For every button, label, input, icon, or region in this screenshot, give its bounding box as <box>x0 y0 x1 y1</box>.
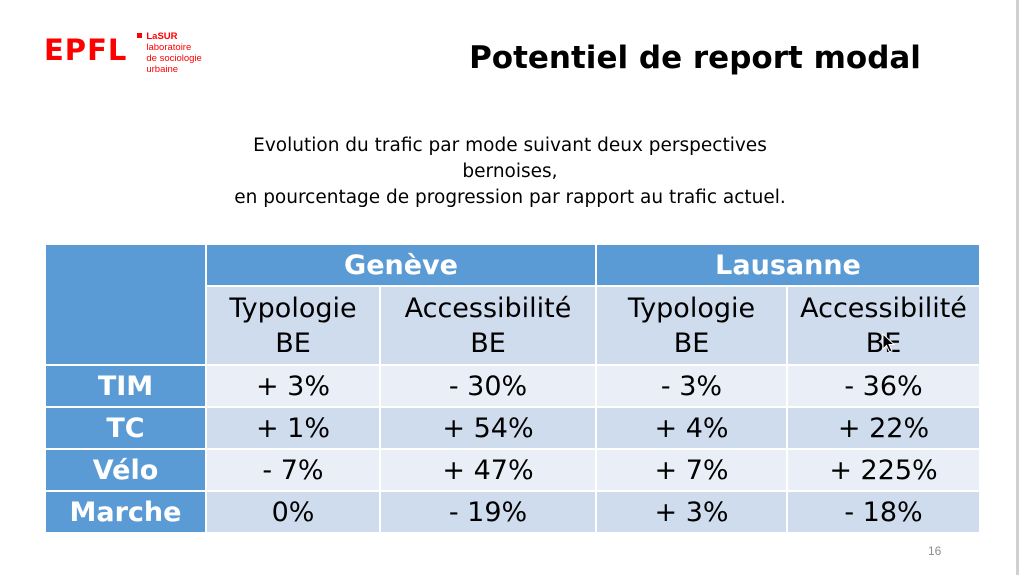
table-cell: + 54% <box>378 406 598 450</box>
row-header-tim: TIM <box>44 364 207 408</box>
city-header-geneve: Genève <box>204 243 598 287</box>
table-cell: - 19% <box>378 490 598 534</box>
subtitle-line-3: en pourcentage de progression par rappor… <box>234 187 786 208</box>
page-number: 16 <box>928 544 942 558</box>
mouse-cursor-icon <box>882 333 896 353</box>
scenario-line-1: Accessibilité <box>800 292 967 324</box>
table-cell: + 47% <box>378 448 598 492</box>
table-cell: - 36% <box>786 364 982 408</box>
table-cell: + 7% <box>595 448 789 492</box>
table-row: TIM + 3% - 30% - 3% - 36% <box>44 364 982 408</box>
epfl-logo-mark: EPFL <box>44 33 128 67</box>
table-cell: - 30% <box>378 364 598 408</box>
scenario-line-1: Accessibilité <box>404 292 572 324</box>
lab-line-1: laboratoire <box>146 42 192 53</box>
table-cell: - 18% <box>786 490 982 534</box>
lab-line-3: urbaine <box>146 64 179 75</box>
epfl-lasur-logo: EPFL LaSUR laboratoire de sociologie urb… <box>44 28 202 75</box>
table-cell: + 225% <box>786 448 982 492</box>
table-cell: + 4% <box>595 406 789 450</box>
city-header-lausanne: Lausanne <box>595 243 982 287</box>
table-row: Vélo - 7% + 47% + 7% + 225% <box>44 448 982 492</box>
lab-name: LaSUR <box>146 31 178 42</box>
scenario-line-2: BE <box>673 327 710 359</box>
scenario-line-1: Typologie <box>229 292 357 324</box>
lab-label: LaSUR laboratoire de sociologie urbaine <box>137 31 202 75</box>
slide-right-border <box>1016 0 1019 575</box>
table-cell: + 22% <box>786 406 982 450</box>
corner-cell <box>44 243 207 366</box>
slide-title: Potentiel de report modal <box>469 40 921 76</box>
subtitle-line-1: Evolution du trafic par mode suivant deu… <box>253 135 767 156</box>
slide-subtitle: Evolution du trafic par mode suivant deu… <box>180 133 840 211</box>
table-cell: - 7% <box>205 448 381 492</box>
table-cell: + 3% <box>595 490 789 534</box>
city-header-row: Genève Lausanne <box>44 243 982 366</box>
scenario-header-row: Typologie BE Accessibilité BE Typologie BE … <box>45 285 982 366</box>
table-cell: 0% <box>205 490 381 534</box>
lab-bullet-icon <box>137 33 143 38</box>
scenario-line-2: BE <box>275 327 311 359</box>
table-cell: + 3% <box>205 364 381 408</box>
row-header-tc: TC <box>44 406 207 450</box>
scenario-line-2: BE <box>470 327 506 359</box>
row-header-marche: Marche <box>44 490 207 534</box>
table-row: TC + 1% + 54% + 4% + 22% <box>44 406 982 450</box>
row-header-velo: Vélo <box>44 448 207 492</box>
modal-shift-table: Genève Lausanne Typologie BE Accessibilit… <box>44 243 982 534</box>
scenario-header: Typologie BE <box>205 285 381 366</box>
lab-line-2: de sociologie <box>146 53 202 64</box>
table-cell: - 3% <box>595 364 789 408</box>
table-row: Marche 0% - 19% + 3% - 18% <box>44 490 982 534</box>
scenario-line-1: Typologie <box>627 292 756 324</box>
scenario-header: Typologie BE <box>595 285 789 366</box>
table-cell: + 1% <box>205 406 381 450</box>
subtitle-line-2: bernoises, <box>462 161 558 182</box>
